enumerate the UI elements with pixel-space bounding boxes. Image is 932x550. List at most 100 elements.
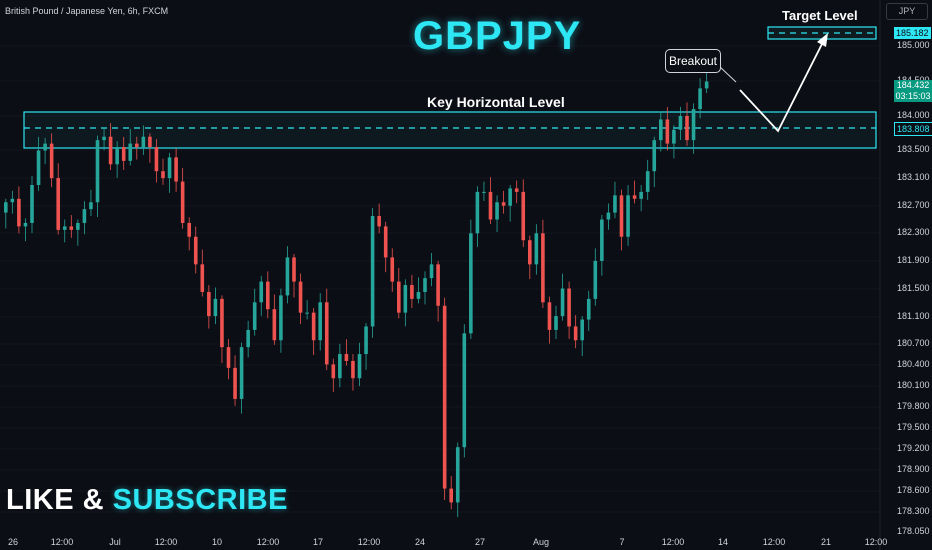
candle[interactable]: [89, 189, 93, 216]
candle[interactable]: [233, 355, 237, 406]
key-level-zone[interactable]: [23, 111, 877, 149]
candle[interactable]: [469, 219, 473, 340]
candle[interactable]: [514, 180, 519, 204]
currency-badge[interactable]: JPY: [886, 3, 928, 20]
candle[interactable]: [4, 198, 8, 229]
candle[interactable]: [455, 442, 460, 518]
candle[interactable]: [416, 277, 421, 304]
candle[interactable]: [252, 288, 257, 336]
candle[interactable]: [606, 203, 611, 230]
candle[interactable]: [239, 342, 244, 414]
candle[interactable]: [632, 180, 637, 204]
candle[interactable]: [508, 185, 512, 222]
candle[interactable]: [285, 246, 290, 304]
candle[interactable]: [128, 128, 133, 166]
candle[interactable]: [246, 320, 250, 358]
candle[interactable]: [626, 185, 630, 246]
candle[interactable]: [488, 177, 493, 225]
candle[interactable]: [521, 179, 526, 248]
candle[interactable]: [344, 339, 349, 366]
candle[interactable]: [311, 308, 316, 355]
candle[interactable]: [49, 133, 54, 188]
candle[interactable]: [161, 158, 165, 185]
candle[interactable]: [652, 136, 657, 188]
candle[interactable]: [102, 127, 106, 151]
candle[interactable]: [167, 152, 172, 193]
candle[interactable]: [226, 339, 231, 380]
candle[interactable]: [187, 217, 191, 251]
candle[interactable]: [678, 106, 683, 141]
candle[interactable]: [462, 324, 467, 458]
candle[interactable]: [541, 219, 545, 309]
candle[interactable]: [200, 249, 205, 297]
candle[interactable]: [639, 185, 643, 212]
candle[interactable]: [318, 293, 322, 351]
candle[interactable]: [17, 186, 21, 234]
candle[interactable]: [108, 123, 113, 171]
candle[interactable]: [573, 315, 578, 349]
candle[interactable]: [213, 287, 218, 325]
candle[interactable]: [580, 316, 584, 357]
candle[interactable]: [43, 137, 47, 165]
candle[interactable]: [279, 288, 283, 353]
candle[interactable]: [495, 195, 499, 232]
candle[interactable]: [397, 267, 401, 319]
candle[interactable]: [554, 305, 558, 339]
candle[interactable]: [69, 215, 74, 238]
candle[interactable]: [121, 136, 126, 170]
candle[interactable]: [82, 201, 87, 235]
candle[interactable]: [475, 186, 480, 247]
candle[interactable]: [619, 189, 624, 251]
candle[interactable]: [259, 275, 264, 316]
candle[interactable]: [23, 218, 28, 242]
candle[interactable]: [266, 271, 270, 319]
candle[interactable]: [135, 136, 139, 160]
candle[interactable]: [429, 252, 434, 287]
candle[interactable]: [390, 248, 395, 292]
candle[interactable]: [174, 148, 178, 192]
candle[interactable]: [364, 323, 368, 370]
candle[interactable]: [560, 273, 565, 321]
candle[interactable]: [410, 274, 414, 308]
candle[interactable]: [148, 133, 152, 163]
candle[interactable]: [547, 296, 552, 344]
candle[interactable]: [436, 260, 440, 322]
candle[interactable]: [370, 208, 375, 338]
candle[interactable]: [36, 136, 41, 191]
candle[interactable]: [292, 254, 296, 298]
candle[interactable]: [180, 167, 185, 229]
candle[interactable]: [600, 214, 604, 276]
candle[interactable]: [298, 273, 303, 325]
candle[interactable]: [305, 300, 309, 320]
candle[interactable]: [586, 290, 591, 331]
candle[interactable]: [691, 103, 696, 154]
candle[interactable]: [193, 226, 198, 274]
candle[interactable]: [672, 125, 676, 159]
candle[interactable]: [62, 219, 67, 243]
candle[interactable]: [442, 297, 447, 500]
candle[interactable]: [449, 476, 453, 510]
candle[interactable]: [154, 139, 159, 183]
candle[interactable]: [56, 163, 60, 235]
candle[interactable]: [95, 135, 100, 217]
candle[interactable]: [593, 248, 598, 306]
candle[interactable]: [10, 190, 15, 214]
candle[interactable]: [383, 221, 388, 273]
candle[interactable]: [528, 235, 532, 280]
candle[interactable]: [534, 224, 539, 275]
candle[interactable]: [423, 271, 427, 305]
candle[interactable]: [76, 219, 80, 246]
candle[interactable]: [567, 281, 571, 339]
candle[interactable]: [220, 295, 224, 364]
candle[interactable]: [685, 102, 689, 146]
candle[interactable]: [115, 141, 119, 178]
candle[interactable]: [659, 111, 663, 152]
candle[interactable]: [613, 181, 617, 219]
candle[interactable]: [357, 342, 362, 387]
candle[interactable]: [30, 175, 34, 234]
candle[interactable]: [645, 159, 650, 200]
candle[interactable]: [482, 181, 486, 201]
candle[interactable]: [377, 203, 381, 234]
candle[interactable]: [272, 294, 277, 345]
